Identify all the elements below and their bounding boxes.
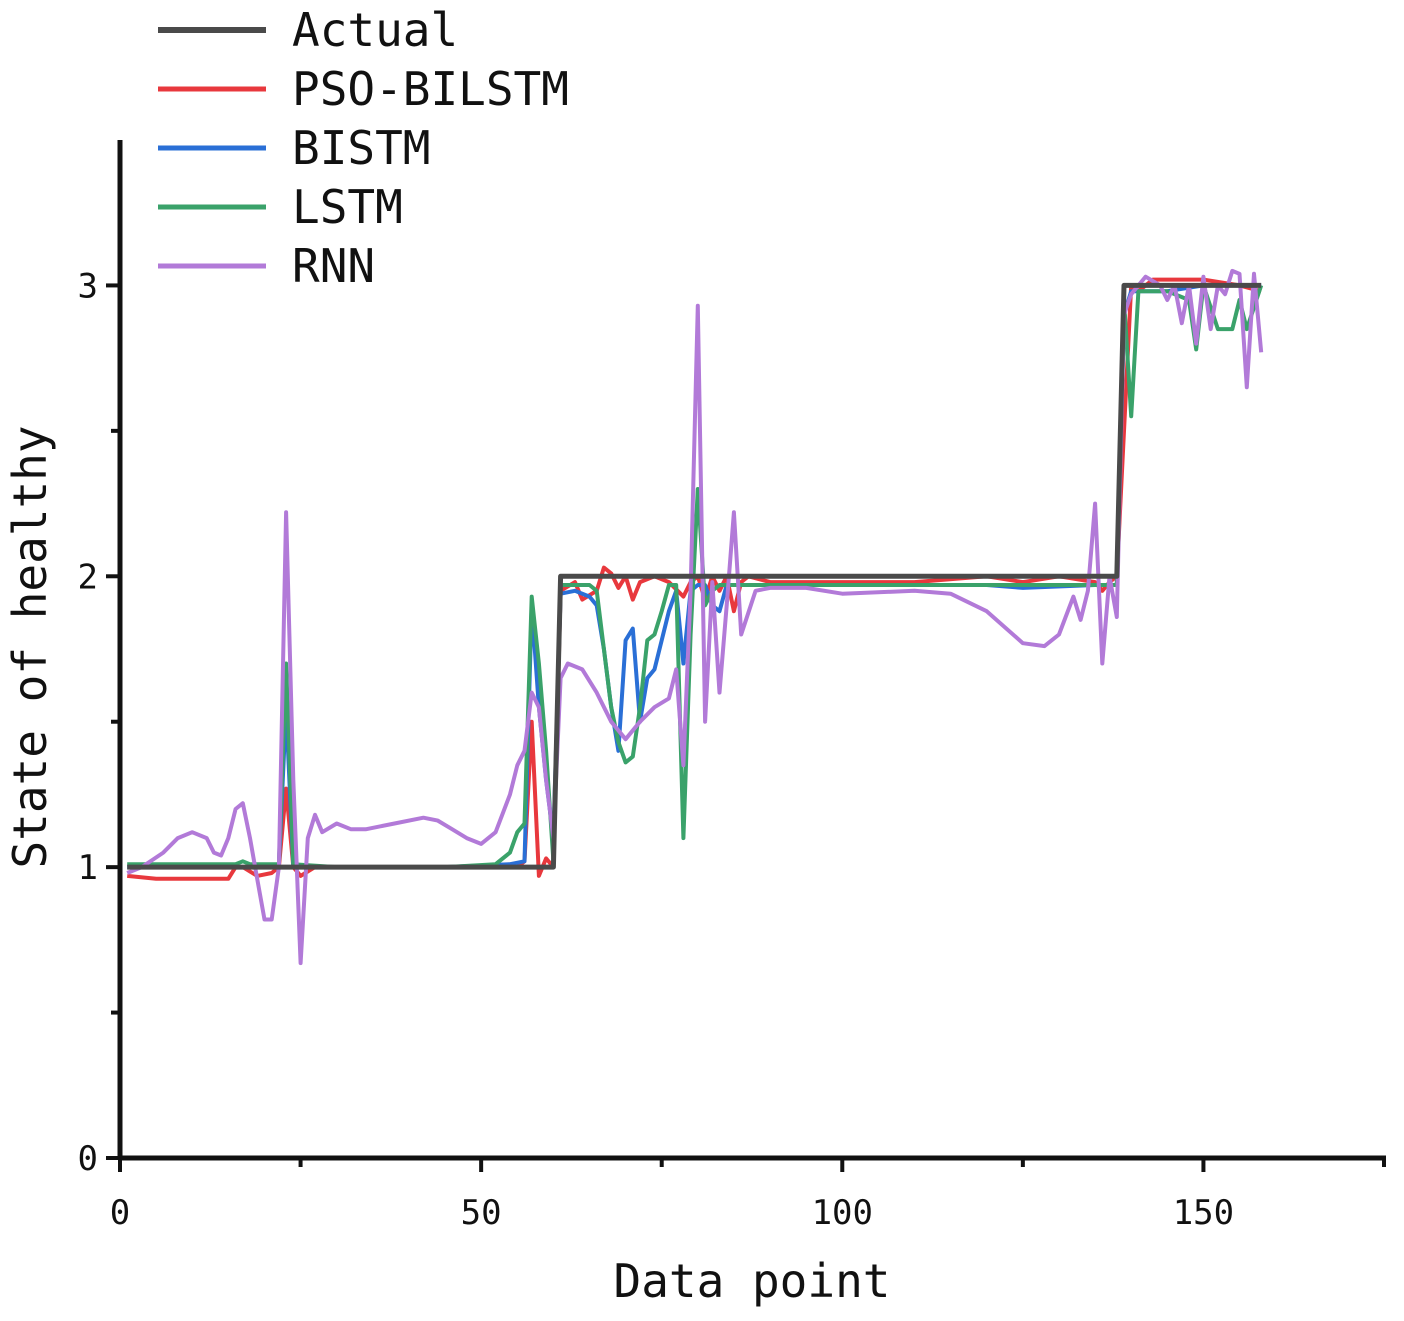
legend-label: Actual — [292, 3, 458, 57]
series-line-actual — [127, 282, 1262, 870]
x-tick-label: 150 — [1173, 1193, 1234, 1233]
legend-label: LSTM — [292, 180, 403, 234]
plot-lines — [126, 268, 1264, 966]
x-axis-label: Data point — [614, 1254, 891, 1308]
x-ticks: 0 50 100 150 — [110, 1158, 1386, 1233]
y-ticks: 0 1 2 3 — [78, 266, 120, 1179]
y-tick-label: 1 — [78, 848, 98, 888]
legend-label: BISTM — [292, 121, 430, 175]
y-tick-label: 2 — [78, 557, 98, 597]
legend-label: RNN — [292, 239, 375, 293]
y-axis-label: State of healthy — [3, 425, 57, 868]
x-tick-label: 0 — [110, 1193, 130, 1233]
y-tick-label: 0 — [78, 1139, 98, 1179]
series-line-rnn — [126, 268, 1264, 966]
legend-label: PSO-BILSTM — [292, 62, 569, 116]
y-tick-label: 3 — [78, 266, 98, 306]
x-tick-label: 50 — [461, 1193, 502, 1233]
x-tick-label: 100 — [812, 1193, 873, 1233]
axes: 0 50 100 150 0 1 2 3 — [78, 140, 1386, 1233]
